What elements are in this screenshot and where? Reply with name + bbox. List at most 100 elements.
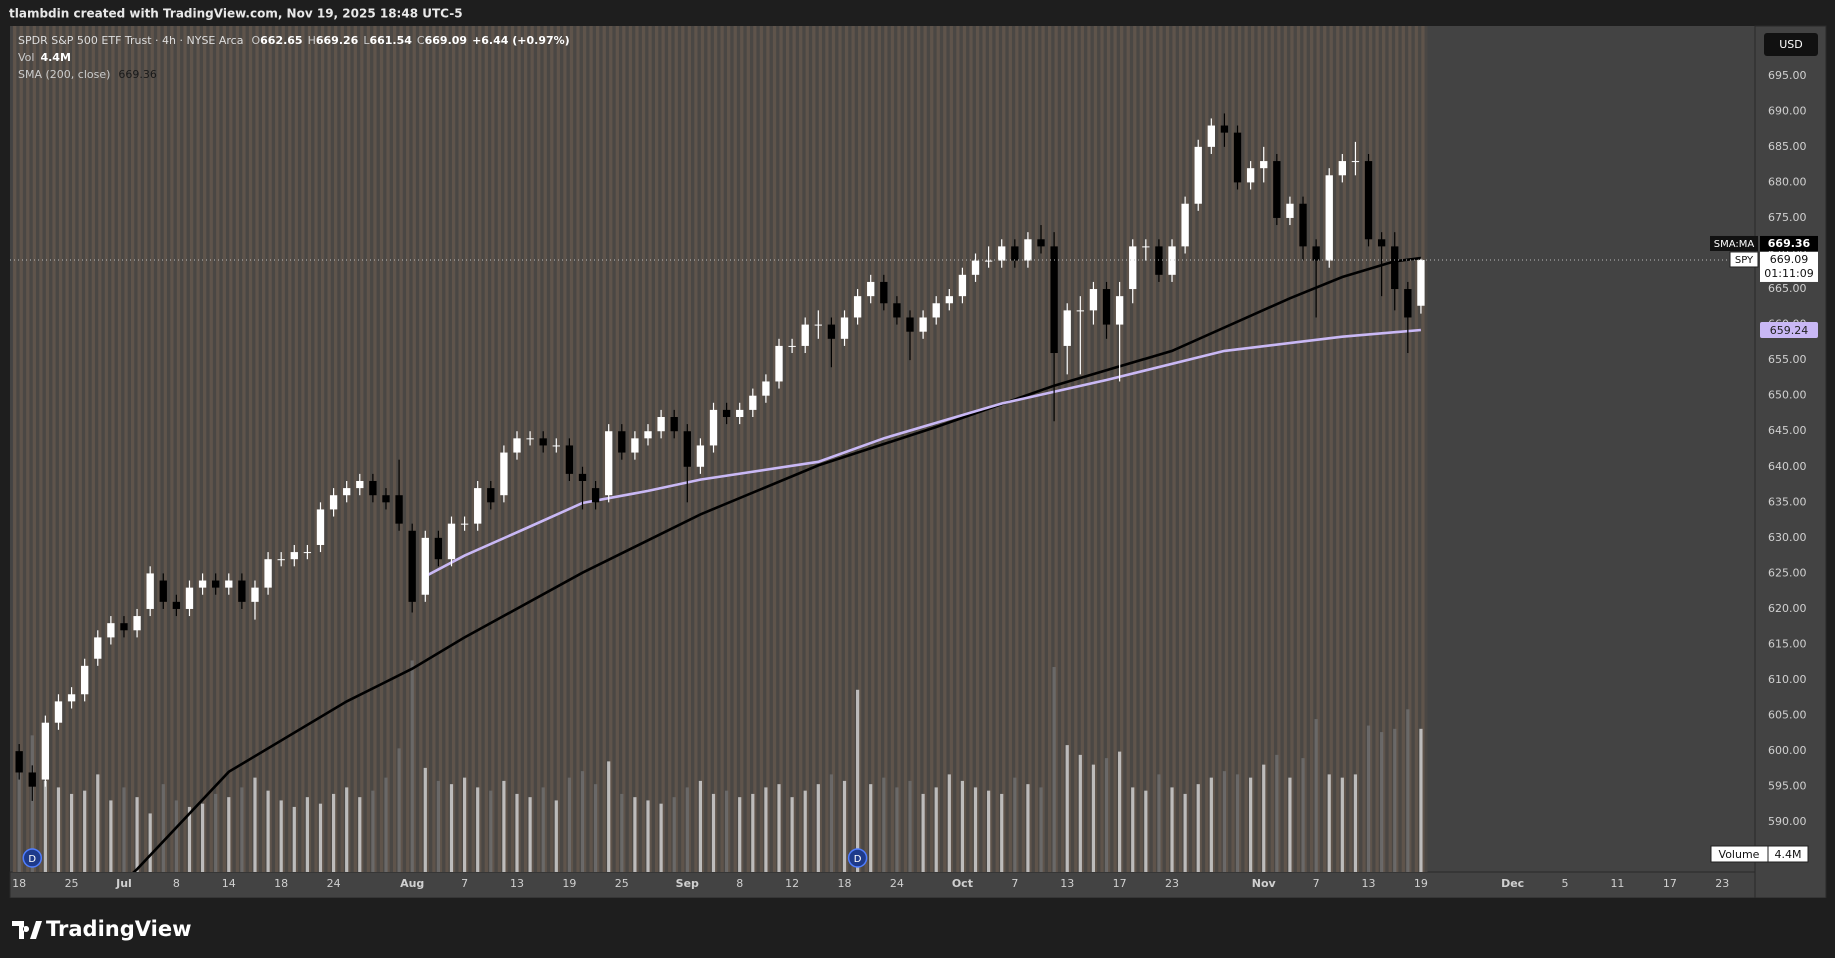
x-tick-label: 14: [222, 877, 236, 890]
volume-tag-label: Volume: [1719, 848, 1760, 861]
volume-bar: [1026, 784, 1030, 872]
candle-body: [198, 580, 207, 588]
volume-bar: [279, 800, 283, 872]
session-background: [12, 26, 1428, 872]
volume-bar: [921, 793, 925, 872]
volume-bar: [384, 777, 388, 872]
candle-body: [1246, 168, 1255, 183]
volume-value-label: 4.4M: [1775, 848, 1802, 861]
candle-body: [329, 495, 338, 510]
x-tick-label: 23: [1715, 877, 1729, 890]
volume-bar: [751, 793, 755, 872]
brand-logo: TradingView: [12, 917, 191, 941]
axis-labels: 590.00 595.00 600.00 605.00 610.00 615.00 620.…: [12, 33, 1818, 890]
candle-body: [578, 473, 587, 481]
volume-bar: [17, 771, 21, 872]
y-tick-label: 675.00: [1768, 211, 1807, 224]
candle-body: [1220, 125, 1229, 133]
y-tick-label: 590.00: [1768, 815, 1807, 828]
candle-body: [618, 431, 626, 453]
candle-body: [1260, 161, 1268, 169]
candle-body: [1325, 175, 1333, 261]
candle-body: [316, 509, 325, 545]
dividend-label: D: [854, 854, 862, 865]
volume-bar: [305, 797, 309, 872]
candle-body: [880, 281, 888, 304]
volume-bar: [214, 793, 218, 872]
volume-bar: [908, 780, 912, 872]
volume-bar: [423, 767, 427, 872]
volume-bar: [620, 793, 624, 872]
y-tick-label: 685.00: [1768, 140, 1807, 153]
volume-bar: [633, 797, 637, 872]
candle-body: [788, 345, 796, 347]
quote-value: 662.65: [260, 34, 302, 47]
x-tick-label: Nov: [1252, 877, 1277, 890]
candle-body: [159, 580, 167, 602]
quote-key: C: [417, 34, 425, 47]
volume-bar: [1366, 725, 1371, 872]
volume-bar: [672, 797, 676, 872]
legend-quote: SPDR S&P 500 ETF Trust · 4h · NYSE Arca O…: [18, 34, 570, 47]
candle-body: [1338, 161, 1346, 176]
candle-body: [1102, 289, 1111, 325]
volume-bar: [253, 777, 257, 872]
volume-bar: [96, 774, 100, 872]
candle-body: [81, 665, 89, 695]
volume-bar: [593, 784, 598, 872]
candle-body: [801, 324, 809, 346]
candle-body: [670, 417, 678, 432]
ma-legend-name: SMA (200, close): [18, 68, 110, 81]
volume-bar: [187, 806, 192, 872]
candle-body: [827, 324, 836, 339]
volume-bar: [856, 689, 860, 872]
volume-bar: [934, 787, 938, 872]
volume-bar: [1222, 771, 1227, 872]
ma-tag: [1710, 235, 1758, 251]
quote-value: 669.26: [316, 34, 359, 47]
candle-body: [1089, 289, 1098, 311]
candle-body: [853, 296, 862, 318]
candle-body: [356, 480, 364, 489]
candle-body: [984, 260, 993, 262]
candle-body: [1037, 239, 1045, 247]
x-tick-label: Oct: [952, 877, 973, 890]
candle-body: [1129, 246, 1137, 290]
y-tick-label: 600.00: [1768, 744, 1807, 757]
y-tick-label: 620.00: [1768, 602, 1807, 615]
volume-bar: [1078, 754, 1082, 872]
volume-bar: [842, 780, 847, 872]
x-tick-label: 11: [1610, 877, 1624, 890]
x-tick-label: 5: [1562, 877, 1569, 890]
candle-body: [919, 317, 927, 332]
volume-bar: [449, 784, 454, 872]
volume-bar: [725, 790, 729, 872]
volume-bar: [358, 797, 362, 872]
candle-body: [1286, 203, 1294, 218]
candle-body: [1011, 246, 1019, 261]
dividend-label: D: [28, 854, 36, 865]
volume-bar: [1091, 764, 1096, 872]
volume-bar: [777, 784, 781, 872]
y-tick-label: 650.00: [1768, 389, 1807, 402]
volume-bar: [869, 784, 873, 872]
candle-body: [762, 381, 770, 396]
volume-bar: [554, 800, 558, 872]
candle-body: [565, 445, 574, 474]
candle-body: [722, 409, 731, 418]
volume-bar: [1340, 777, 1344, 872]
volume-bar: [1157, 774, 1161, 872]
candle-body: [238, 580, 246, 602]
volume-value-box: [1767, 845, 1809, 863]
volume-bar: [711, 793, 716, 872]
volume-bar: [1065, 745, 1069, 872]
ma-price-box: [1760, 235, 1818, 251]
quote-value: 661.54: [369, 34, 412, 47]
y-tick-label: 625.00: [1768, 566, 1807, 579]
candle-body: [447, 523, 456, 560]
candle-body: [133, 616, 141, 631]
volume-bar: [436, 780, 440, 872]
candle-body: [146, 573, 154, 609]
volume-bar: [790, 797, 794, 872]
